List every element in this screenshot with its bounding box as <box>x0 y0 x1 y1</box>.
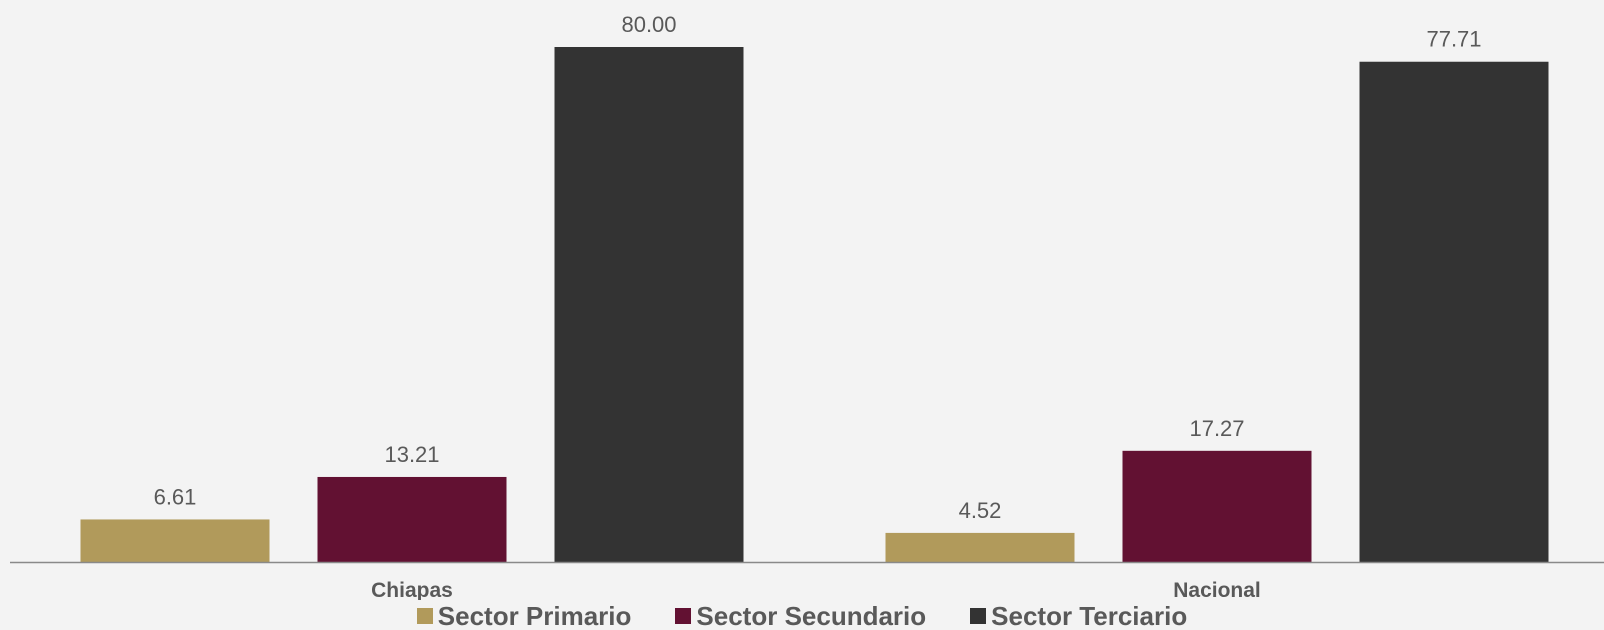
labels-layer: 6.61 13.21 80.00 4.52 17.27 77.71 <box>154 12 1482 523</box>
category-label-nacional: Nacional <box>1173 579 1261 600</box>
data-label-nacional-sector-terciario: 77.71 <box>1426 27 1481 52</box>
data-label-chiapas-sector-secundario: 13.21 <box>384 442 439 467</box>
bar-nacional-sector-terciario <box>1360 62 1549 562</box>
legend-item-sector-secundario: Sector Secundario <box>675 602 926 630</box>
legend-swatch-sector-primario <box>417 608 433 624</box>
bar-chiapas-sector-primario <box>81 519 270 562</box>
data-label-nacional-sector-secundario: 17.27 <box>1189 416 1244 441</box>
data-label-chiapas-sector-primario: 6.61 <box>154 484 197 509</box>
bar-chart: 6.61 13.21 80.00 4.52 17.27 77.71 Chiapas Naci… <box>0 0 1604 600</box>
legend-label-sector-secundario: Sector Secundario <box>696 602 926 630</box>
category-labels: Chiapas Nacional <box>371 579 1261 600</box>
legend-swatch-sector-terciario <box>970 608 986 624</box>
data-label-nacional-sector-primario: 4.52 <box>959 498 1002 523</box>
bar-chiapas-sector-secundario <box>318 477 507 562</box>
bars-layer <box>81 47 1549 562</box>
legend-label-sector-terciario: Sector Terciario <box>991 602 1187 630</box>
data-label-chiapas-sector-terciario: 80.00 <box>621 12 676 37</box>
legend-item-sector-terciario: Sector Terciario <box>970 602 1187 630</box>
legend: Sector Primario Sector Secundario Sector T… <box>0 602 1604 630</box>
legend-swatch-sector-secundario <box>675 608 691 624</box>
bar-nacional-sector-secundario <box>1123 451 1312 562</box>
legend-item-sector-primario: Sector Primario <box>417 602 632 630</box>
bar-nacional-sector-primario <box>886 533 1075 562</box>
bar-chiapas-sector-terciario <box>555 47 744 562</box>
legend-label-sector-primario: Sector Primario <box>438 602 632 630</box>
category-label-chiapas: Chiapas <box>371 579 453 600</box>
